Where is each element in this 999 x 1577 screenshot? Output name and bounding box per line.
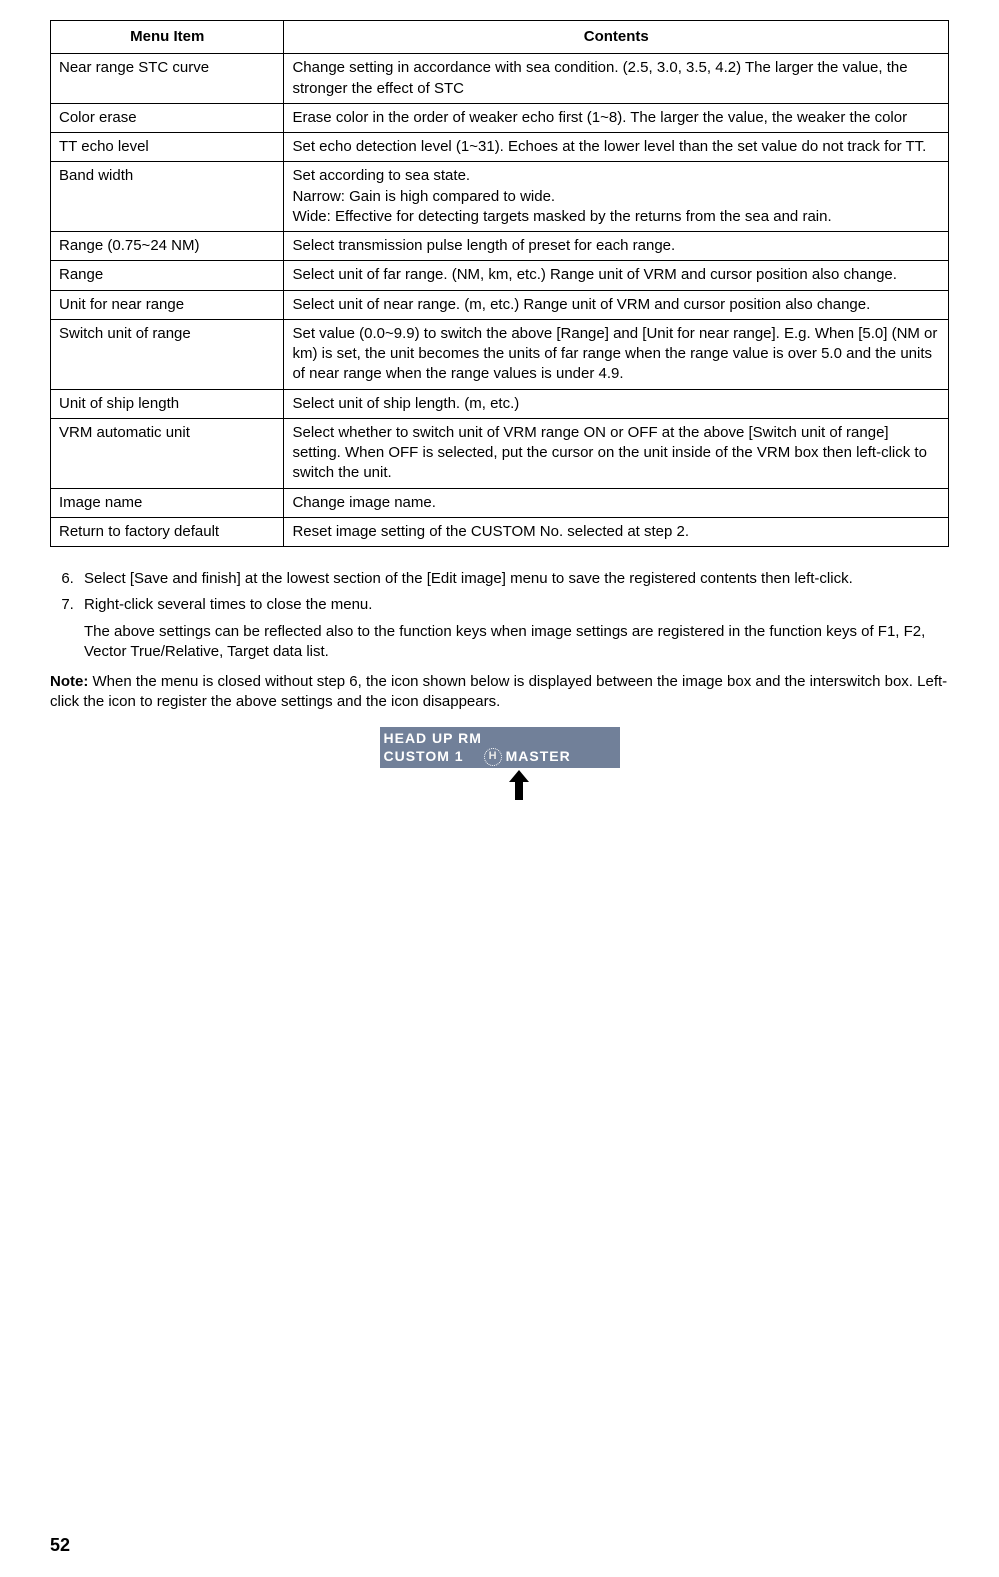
steps-list: Select [Save and finish] at the lowest s… — [50, 569, 949, 662]
note-label: Note: — [50, 673, 88, 690]
table-row: Range (0.75~24 NM)Select transmission pu… — [51, 232, 949, 261]
header-contents: Contents — [284, 21, 949, 54]
cell-menu-item: Unit for near range — [51, 290, 284, 319]
table-row: Near range STC curveChange setting in ac… — [51, 54, 949, 104]
page-number: 52 — [50, 1533, 70, 1557]
badge-line-2: CUSTOM 1 H MASTER — [384, 747, 616, 766]
header-menu-item: Menu Item — [51, 21, 284, 54]
icon-illustration: HEAD UP RM CUSTOM 1 H MASTER — [50, 727, 949, 807]
badge-box: HEAD UP RM CUSTOM 1 H MASTER — [380, 727, 620, 807]
register-icon: H — [484, 748, 502, 766]
cell-menu-item: TT echo level — [51, 133, 284, 162]
table-row: TT echo levelSet echo detection level (1… — [51, 133, 949, 162]
cell-contents: Set according to sea state.Narrow: Gain … — [284, 162, 949, 232]
cell-menu-item: Color erase — [51, 103, 284, 132]
step-7-subtext: The above settings can be reflected also… — [84, 622, 949, 663]
cell-menu-item: Range (0.75~24 NM) — [51, 232, 284, 261]
note-paragraph: Note: When the menu is closed without st… — [50, 672, 949, 713]
cell-contents: Reset image setting of the CUSTOM No. se… — [284, 517, 949, 546]
table-row: RangeSelect unit of far range. (NM, km, … — [51, 261, 949, 290]
table-row: VRM automatic unitSelect whether to swit… — [51, 418, 949, 488]
step-7: Right-click several times to close the m… — [78, 595, 949, 662]
note-text: When the menu is closed without step 6, … — [50, 673, 947, 710]
cell-contents: Select transmission pulse length of pres… — [284, 232, 949, 261]
cell-menu-item: Near range STC curve — [51, 54, 284, 104]
table-row: Image nameChange image name. — [51, 488, 949, 517]
status-badge: HEAD UP RM CUSTOM 1 H MASTER — [380, 727, 620, 769]
cell-contents: Select unit of far range. (NM, km, etc.)… — [284, 261, 949, 290]
cell-contents: Set value (0.0~9.9) to switch the above … — [284, 319, 949, 389]
table-row: Unit of ship lengthSelect unit of ship l… — [51, 389, 949, 418]
cell-contents: Select whether to switch unit of VRM ran… — [284, 418, 949, 488]
cell-contents: Change setting in accordance with sea co… — [284, 54, 949, 104]
cell-contents: Select unit of near range. (m, etc.) Ran… — [284, 290, 949, 319]
arrow-up-icon — [509, 770, 529, 806]
cell-menu-item: Return to factory default — [51, 517, 284, 546]
table-header-row: Menu Item Contents — [51, 21, 949, 54]
table-row: Color eraseErase color in the order of w… — [51, 103, 949, 132]
cell-menu-item: Range — [51, 261, 284, 290]
table-row: Return to factory defaultReset image set… — [51, 517, 949, 546]
table-row: Unit for near rangeSelect unit of near r… — [51, 290, 949, 319]
table-row: Band widthSet according to sea state.Nar… — [51, 162, 949, 232]
badge-custom-label: CUSTOM 1 — [384, 747, 464, 766]
cell-menu-item: VRM automatic unit — [51, 418, 284, 488]
table-row: Switch unit of rangeSet value (0.0~9.9) … — [51, 319, 949, 389]
cell-menu-item: Switch unit of range — [51, 319, 284, 389]
cell-menu-item: Unit of ship length — [51, 389, 284, 418]
step-6-text: Select [Save and finish] at the lowest s… — [84, 570, 853, 587]
menu-settings-table: Menu Item Contents Near range STC curveC… — [50, 20, 949, 547]
cell-menu-item: Band width — [51, 162, 284, 232]
badge-line-1: HEAD UP RM — [384, 729, 616, 748]
step-7-text: Right-click several times to close the m… — [84, 596, 372, 613]
cell-menu-item: Image name — [51, 488, 284, 517]
cell-contents: Select unit of ship length. (m, etc.) — [284, 389, 949, 418]
cell-contents: Set echo detection level (1~31). Echoes … — [284, 133, 949, 162]
cell-contents: Change image name. — [284, 488, 949, 517]
badge-master-label: MASTER — [506, 747, 571, 766]
step-6: Select [Save and finish] at the lowest s… — [78, 569, 949, 589]
cell-contents: Erase color in the order of weaker echo … — [284, 103, 949, 132]
